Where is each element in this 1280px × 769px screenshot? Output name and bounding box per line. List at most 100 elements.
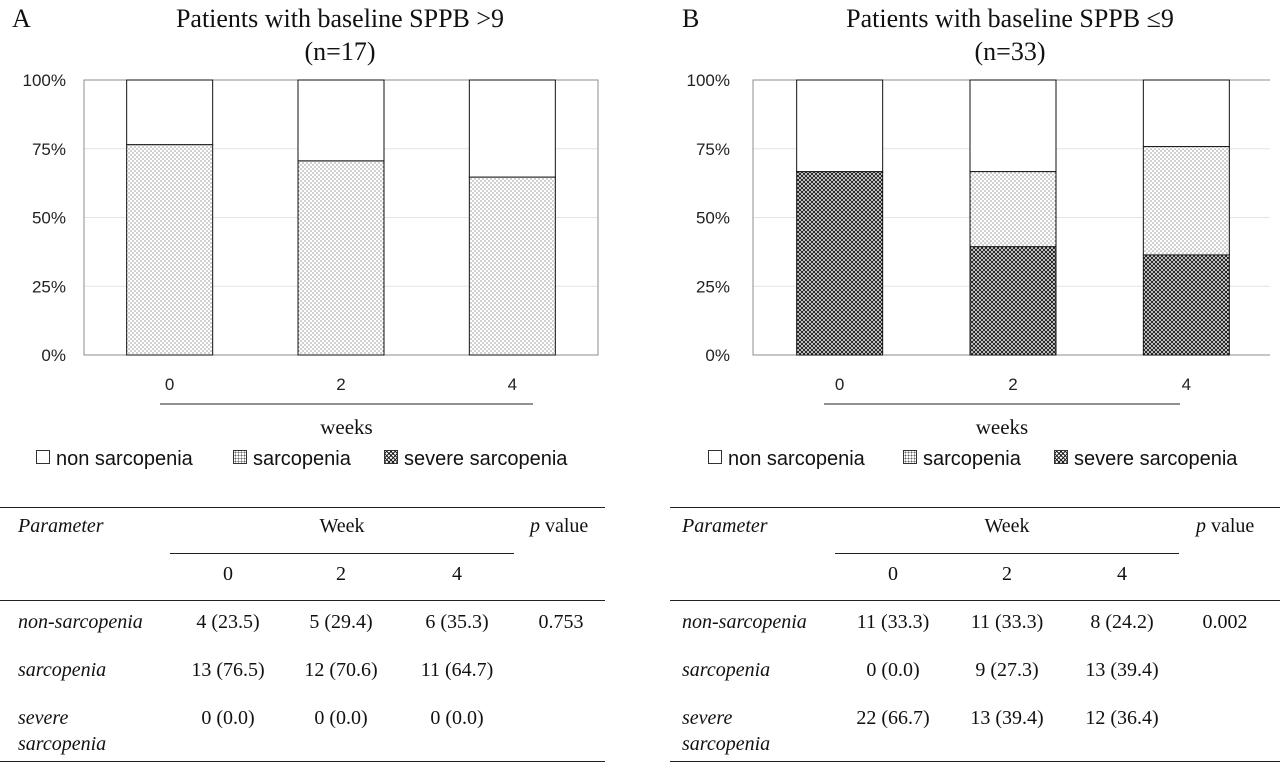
y-tick-label: 100% xyxy=(687,71,730,90)
bar-chart-b: 0% 25% 50% 75% 100% 0 2 4 weeks xyxy=(687,71,1270,439)
table-week-4: 4 xyxy=(1117,563,1127,585)
y-tick-label: 0% xyxy=(705,346,730,365)
y-tick-label: 25% xyxy=(32,277,66,296)
chart-title: Patients with baseline SPPB >9 (n=17) xyxy=(80,2,600,68)
table-row-label-line1: severe xyxy=(682,707,733,729)
y-tick-label: 25% xyxy=(696,277,730,296)
chart-title-line2: (n=17) xyxy=(304,37,376,66)
table-cell: 11 (64.7) xyxy=(420,659,494,681)
table-p-value: 0.002 xyxy=(1202,611,1248,633)
bar-segment-severe-sarcopenia xyxy=(1142,254,1230,356)
table-cell: 11 (33.3) xyxy=(856,611,930,633)
table-cell: 6 (35.3) xyxy=(425,611,489,633)
legend-label: non sarcopenia xyxy=(56,448,193,470)
legend-label: severe sarcopenia xyxy=(404,448,568,470)
bar-segment-severe-sarcopenia xyxy=(969,246,1057,356)
legend-swatch-dots xyxy=(233,450,247,464)
legend-swatch-crosshatch xyxy=(384,450,398,464)
table-p-value: 0.753 xyxy=(538,611,584,633)
table-header-week: Week xyxy=(984,515,1030,537)
table-cell: 0 (0.0) xyxy=(314,707,368,729)
x-axis-label: weeks xyxy=(976,415,1028,439)
legend-item-severe-sarcopenia: severe sarcopenia xyxy=(1054,448,1237,471)
table-row-label-line1: severe xyxy=(18,707,69,729)
table-header-rule xyxy=(670,600,1280,601)
table-cell: 9 (27.3) xyxy=(975,659,1039,681)
bar-segment-sarcopenia xyxy=(297,160,385,356)
x-tick-label: 0 xyxy=(165,375,174,394)
table-top-rule xyxy=(0,507,605,508)
x-tick-label: 4 xyxy=(1182,375,1191,394)
panel-a: A Patients with baseline SPPB >9 (n=17) … xyxy=(0,0,605,769)
table-week-rule xyxy=(170,553,514,554)
legend-swatch-white xyxy=(36,450,50,464)
table-bottom-rule xyxy=(0,761,605,762)
table-header-rule xyxy=(0,600,605,601)
panel-letter: A xyxy=(12,4,31,33)
p-value-word: value xyxy=(1211,515,1255,537)
bar-segment-non-sarcopenia xyxy=(796,79,884,173)
legend-swatch-dots xyxy=(903,450,917,464)
legend-item-sarcopenia: sarcopenia xyxy=(233,448,351,471)
table-cell: 0 (0.0) xyxy=(430,707,484,729)
table-cell: 13 (39.4) xyxy=(1085,659,1159,681)
table-week-2: 2 xyxy=(336,563,346,585)
panel-letter: B xyxy=(682,4,700,33)
legend-swatch-white xyxy=(708,450,722,464)
bar-segment-non-sarcopenia xyxy=(126,79,214,146)
legend-label: sarcopenia xyxy=(253,448,351,470)
chart-title-line2: (n=33) xyxy=(974,37,1046,66)
panel-b: B Patients with baseline SPPB ≤9 (n=33) … xyxy=(670,0,1280,769)
legend-label: non sarcopenia xyxy=(728,448,865,470)
legend-label: sarcopenia xyxy=(923,448,1021,470)
bar-segment-non-sarcopenia xyxy=(468,79,556,178)
table-week-2: 2 xyxy=(1002,563,1012,585)
bar-segment-sarcopenia xyxy=(126,144,214,356)
p-value-word: value xyxy=(545,515,589,537)
table-week-0: 0 xyxy=(888,563,898,585)
table-header-parameter: Parameter xyxy=(18,515,104,537)
chart-title-line1: Patients with baseline SPPB >9 xyxy=(175,4,505,33)
legend-item-non-sarcopenia: non sarcopenia xyxy=(36,448,193,471)
table-cell: 0 (0.0) xyxy=(201,707,255,729)
table-row-label-line2: sarcopenia xyxy=(682,733,771,755)
x-tick-label: 2 xyxy=(336,375,345,394)
x-tick-label: 4 xyxy=(508,375,517,394)
y-tick-label: 75% xyxy=(32,140,66,159)
table-cell: 5 (29.4) xyxy=(309,611,373,633)
table-week-0: 0 xyxy=(223,563,233,585)
legend-label: severe sarcopenia xyxy=(1074,448,1238,470)
table-cell: 8 (24.2) xyxy=(1090,611,1154,633)
bar-segment-non-sarcopenia xyxy=(297,79,385,162)
data-table: Parameter Week p value 0 2 4 non-sarcope… xyxy=(670,505,1280,764)
y-tick-label: 75% xyxy=(696,140,730,159)
table-row-label: sarcopenia xyxy=(682,659,771,681)
table-bottom-rule xyxy=(670,761,1280,762)
y-tick-label: 50% xyxy=(696,209,730,228)
bar-chart-a: 0% 25% 50% 75% 100% 0 2 4 weeks xyxy=(23,71,599,439)
table-cell: 4 (23.5) xyxy=(196,611,260,633)
x-tick-label: 0 xyxy=(835,375,844,394)
y-tick-label: 50% xyxy=(32,209,66,228)
y-tick-label: 100% xyxy=(23,71,66,90)
table-week-4: 4 xyxy=(452,563,462,585)
table-header-parameter: Parameter xyxy=(682,515,768,537)
table-row-label-line2: sarcopenia xyxy=(18,733,107,755)
table-row-label: non-sarcopenia xyxy=(18,611,143,633)
table-row-label: non-sarcopenia xyxy=(682,611,807,633)
y-tick-label: 0% xyxy=(41,346,66,365)
table-cell: 13 (76.5) xyxy=(191,659,265,681)
bar-segment-severe-sarcopenia xyxy=(796,171,884,356)
data-table: Parameter Week p value 0 2 4 non-sarcope… xyxy=(0,505,605,764)
table-header-week: Week xyxy=(319,515,365,537)
bar-segment-non-sarcopenia xyxy=(1142,79,1230,148)
table-row-label: sarcopenia xyxy=(18,659,107,681)
chart-title: Patients with baseline SPPB ≤9 (n=33) xyxy=(750,2,1270,68)
table-cell: 12 (70.6) xyxy=(304,659,378,681)
table-header-p-value: p value xyxy=(530,515,589,537)
x-axis-label: weeks xyxy=(320,415,372,439)
bar-segment-sarcopenia xyxy=(468,176,556,356)
bar-segment-sarcopenia xyxy=(969,171,1057,248)
bar-segment-non-sarcopenia xyxy=(969,79,1057,173)
legend-item-severe-sarcopenia: severe sarcopenia xyxy=(384,448,567,471)
